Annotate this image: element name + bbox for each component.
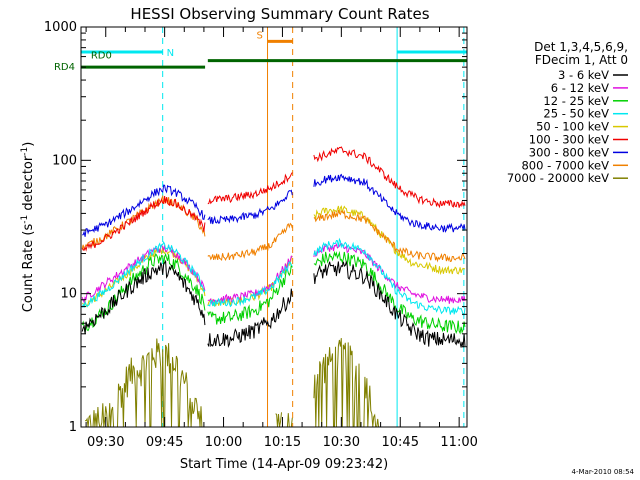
- series-group: [81, 259, 466, 349]
- legend-entry-label: 12 - 25 keV: [543, 94, 609, 108]
- y-axis: 1 10 100 1000: [44, 20, 467, 435]
- x-tick-label: 09:45: [146, 435, 183, 450]
- series-line: [84, 338, 380, 428]
- y-tick-label: 1: [69, 420, 77, 435]
- legend-entry-label: 50 - 100 keV: [536, 120, 609, 134]
- series-line: [81, 237, 466, 316]
- timestamp: 4-Mar-2010 08:54: [572, 468, 635, 476]
- x-tick-label: 10:30: [323, 435, 360, 450]
- chart-title: HESSI Observing Summary Count Rates: [130, 5, 429, 23]
- series-group: [84, 338, 380, 428]
- legend-entry-label: 3 - 6 keV: [558, 68, 609, 82]
- series-group: [81, 237, 466, 316]
- legend-entry-label: 6 - 12 keV: [551, 81, 609, 95]
- legend: Det 1,3,4,5,6,9, FDecim 1, Att 0 3 - 6 k…: [507, 40, 628, 185]
- legend-entry-label: 300 - 800 keV: [529, 145, 609, 159]
- x-axis-label: Start Time (14-Apr-09 09:23:42): [180, 457, 388, 472]
- rd4-label: RD4: [54, 62, 75, 73]
- series-line: [81, 146, 466, 252]
- y-tick-label: 1000: [44, 20, 77, 35]
- legend-entry-label: 800 - 7000 keV: [521, 158, 609, 172]
- series-line: [81, 259, 466, 349]
- series-line: [82, 173, 466, 237]
- y-tick-label: 10: [60, 287, 77, 302]
- mode-bar-label: RD0: [91, 51, 112, 62]
- legend-entry-label: 25 - 50 keV: [543, 107, 609, 121]
- plot-area: N S RD0: [80, 27, 467, 428]
- plot-frame: [80, 26, 468, 428]
- y-tick-label: 100: [52, 153, 77, 168]
- mode-bar-label: N: [167, 48, 174, 59]
- x-tick-label: 11:00: [440, 435, 477, 450]
- legend-header-line-1: Det 1,3,4,5,6,9,: [534, 40, 628, 54]
- mode-bar-label: S: [256, 30, 262, 41]
- legend-entry-label: 7000 - 20000 keV: [507, 171, 609, 185]
- y-axis-label: Count Rate (s-1 detector-1): [20, 142, 36, 313]
- series-group: [81, 146, 466, 252]
- x-tick-label: 09:30: [87, 435, 124, 450]
- series-group: [82, 173, 466, 237]
- legend-entry-label: 100 - 300 keV: [529, 133, 609, 147]
- x-tick-label: 10:45: [382, 435, 419, 450]
- x-tick-label: 10:15: [264, 435, 301, 450]
- x-axis: 09:30 09:45 10:00 10:15 10:30 10:45 11:00: [85, 27, 478, 450]
- x-tick-label: 10:00: [205, 435, 242, 450]
- legend-header-line-2: FDecim 1, Att 0: [535, 53, 628, 67]
